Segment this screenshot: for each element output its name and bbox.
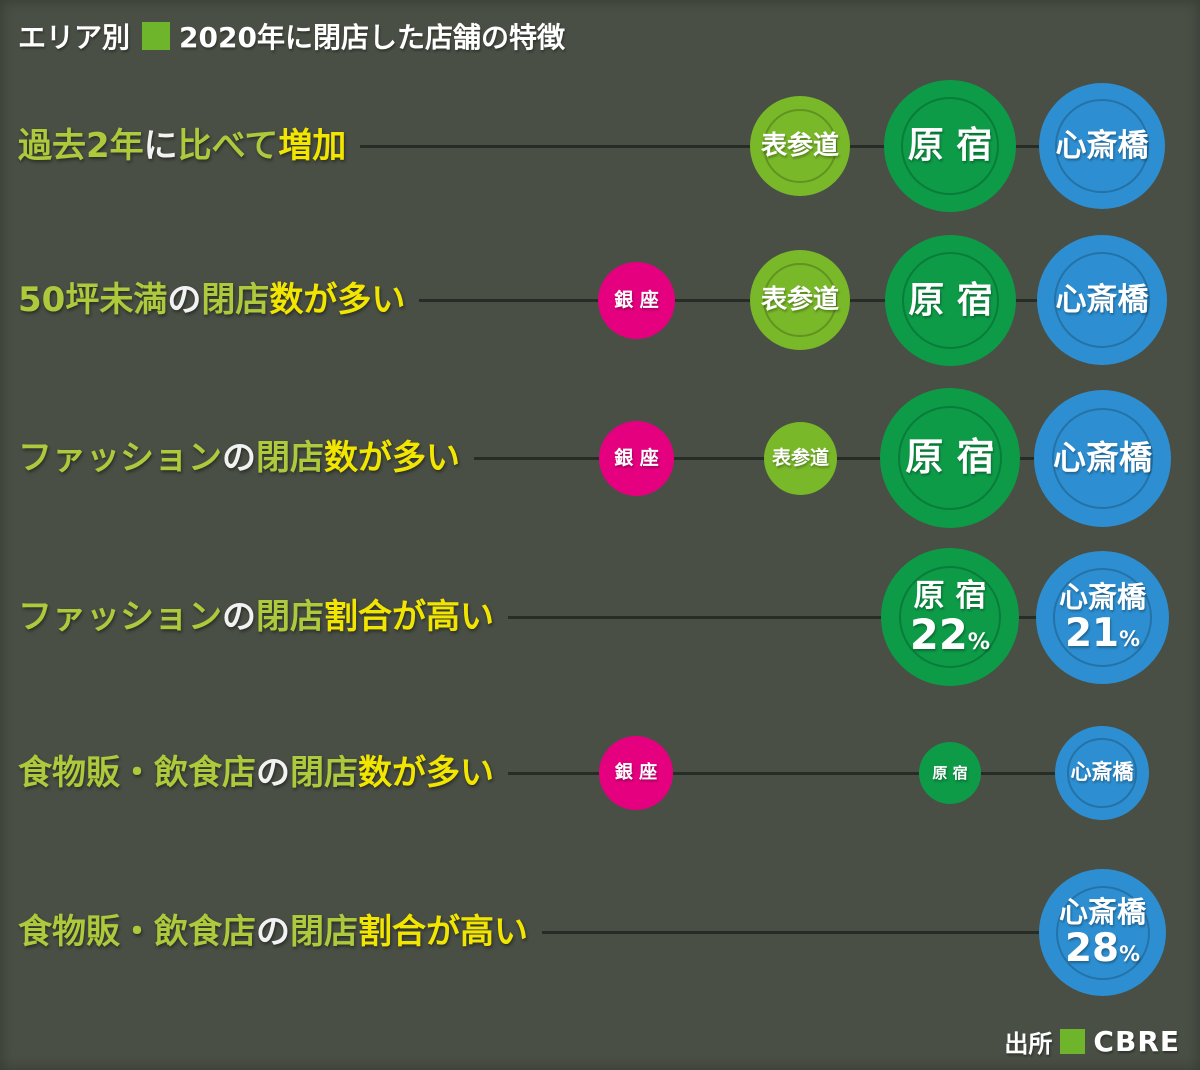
source-attribution: 出所 CBRE: [1004, 1022, 1180, 1060]
row-label-segment: の: [167, 280, 202, 320]
bubble-omotesando: 表参道: [764, 422, 837, 495]
bubble-label: 原 宿: [913, 578, 987, 615]
row-label-segment: の: [222, 438, 256, 478]
row-label-segment: 比べて: [177, 126, 279, 166]
bubble-label: 心斎橋: [1058, 580, 1146, 615]
bubble-shinsaibashi: 心斎橋: [1037, 235, 1167, 365]
bubble-omotesando: 表参道: [750, 250, 850, 350]
feature-row: ファッションの閉店割合が高い: [18, 591, 1102, 643]
bubble-label: 心斎橋: [1055, 127, 1149, 164]
bubble-shinsaibashi: 心斎橋: [1055, 726, 1149, 820]
row-label-segment: の: [256, 912, 290, 952]
row-label-segment: の: [256, 753, 290, 793]
title-square-icon: [142, 22, 171, 50]
bubble-percent: 21%: [1065, 614, 1140, 653]
source-name: CBRE: [1093, 1024, 1180, 1058]
bubble-harajuku: 原 宿: [884, 80, 1016, 212]
row-label-segment: に: [143, 126, 178, 166]
bubble-shinsaibashi: 心斎橋 21%: [1036, 551, 1169, 684]
feature-row: 食物販・飲食店の閉店割合が高い: [18, 906, 1102, 958]
bubble-label: 銀 座: [614, 289, 659, 312]
row-label: 食物販・飲食店の閉店数が多い: [18, 756, 494, 790]
bubble-label: 原 宿: [932, 763, 968, 782]
row-label-segment: 閉店: [256, 597, 324, 637]
connector-line: [360, 144, 1102, 148]
row-label-segment: 割合が高い: [324, 597, 494, 637]
bubble-percent: 28%: [1065, 929, 1140, 968]
bubble-label: 心斎橋: [1070, 760, 1134, 785]
chart-title-main: 2020年に閉店した店舗の特徴: [179, 21, 565, 54]
row-label-segment: 過去2年: [18, 126, 144, 166]
chart-title-prefix: エリア別: [18, 21, 131, 54]
bubble-harajuku: 原 宿: [919, 742, 981, 804]
feature-row: 過去2年に比べて増加: [18, 120, 1102, 172]
bubble-label: 心斎橋: [1053, 438, 1152, 478]
connector-line: [508, 615, 1102, 619]
bubble-ginza: 銀 座: [599, 736, 673, 810]
row-label: ファッションの閉店割合が高い: [18, 600, 494, 634]
row-label-segment: 食物販・飲食店: [18, 753, 256, 793]
row-label-segment: ファッション: [18, 597, 222, 637]
feature-row: 食物販・飲食店の閉店数が多い: [18, 747, 1102, 799]
row-label: 50坪未満の閉店数が多い: [18, 283, 405, 317]
row-label-segment: 50坪未満: [18, 280, 168, 320]
bubble-harajuku: 原 宿: [880, 388, 1020, 528]
bubble-ginza: 銀 座: [598, 262, 675, 339]
bubble-harajuku: 原 宿: [885, 235, 1016, 366]
bubble-label: 原 宿: [905, 435, 995, 480]
row-label-segment: 閉店: [256, 438, 324, 478]
bubble-harajuku: 原 宿 22%: [881, 548, 1019, 686]
bubble-label: 銀 座: [614, 447, 659, 470]
source-label: 出所: [1004, 1029, 1053, 1058]
row-label-segment: 数が多い: [324, 438, 460, 478]
percent-value: 21: [1065, 610, 1120, 656]
bubble-label: 表参道: [771, 447, 829, 470]
percent-sign: %: [1119, 941, 1140, 966]
row-label-segment: ファッション: [18, 438, 222, 478]
bubble-shinsaibashi: 心斎橋: [1039, 83, 1165, 209]
bubble-label: 原 宿: [908, 279, 993, 321]
percent-value: 22: [909, 610, 968, 660]
row-label-segment: 閉店: [290, 753, 358, 793]
bubble-label: 心斎橋: [1055, 281, 1149, 318]
row-label: ファッションの閉店数が多い: [18, 441, 460, 475]
connector-line: [542, 930, 1102, 934]
row-label-segment: 数が多い: [269, 280, 406, 320]
row-label-segment: 閉店: [201, 280, 270, 320]
bubble-shinsaibashi: 心斎橋: [1034, 390, 1171, 527]
bubble-label: 原 宿: [907, 125, 993, 167]
bubble-label: 表参道: [760, 130, 839, 161]
row-label: 過去2年に比べて増加: [18, 129, 346, 163]
source-square-icon: [1060, 1028, 1086, 1054]
percent-sign: %: [967, 629, 991, 656]
row-label-segment: 増加: [278, 126, 347, 166]
percent-value: 28: [1065, 925, 1120, 971]
row-label-segment: 割合が高い: [358, 912, 528, 952]
bubble-label: 表参道: [760, 284, 839, 315]
percent-sign: %: [1119, 626, 1140, 651]
bubble-label: 銀 座: [614, 762, 658, 784]
connector-line: [508, 771, 1102, 775]
bubble-omotesando: 表参道: [750, 96, 850, 196]
bubble-label: 心斎橋: [1058, 895, 1146, 930]
bubble-percent: 22%: [910, 614, 991, 656]
row-label: 食物販・飲食店の閉店割合が高い: [18, 915, 528, 949]
row-label-segment: 食物販・飲食店: [18, 912, 256, 952]
bubble-ginza: 銀 座: [599, 421, 674, 496]
chart-title: エリア別 2020年に閉店した店舗の特徴: [18, 16, 565, 56]
row-label-segment: 数が多い: [358, 753, 494, 793]
bubble-shinsaibashi: 心斎橋 28%: [1039, 869, 1166, 996]
row-label-segment: 閉店: [290, 912, 358, 952]
row-label-segment: の: [222, 597, 256, 637]
